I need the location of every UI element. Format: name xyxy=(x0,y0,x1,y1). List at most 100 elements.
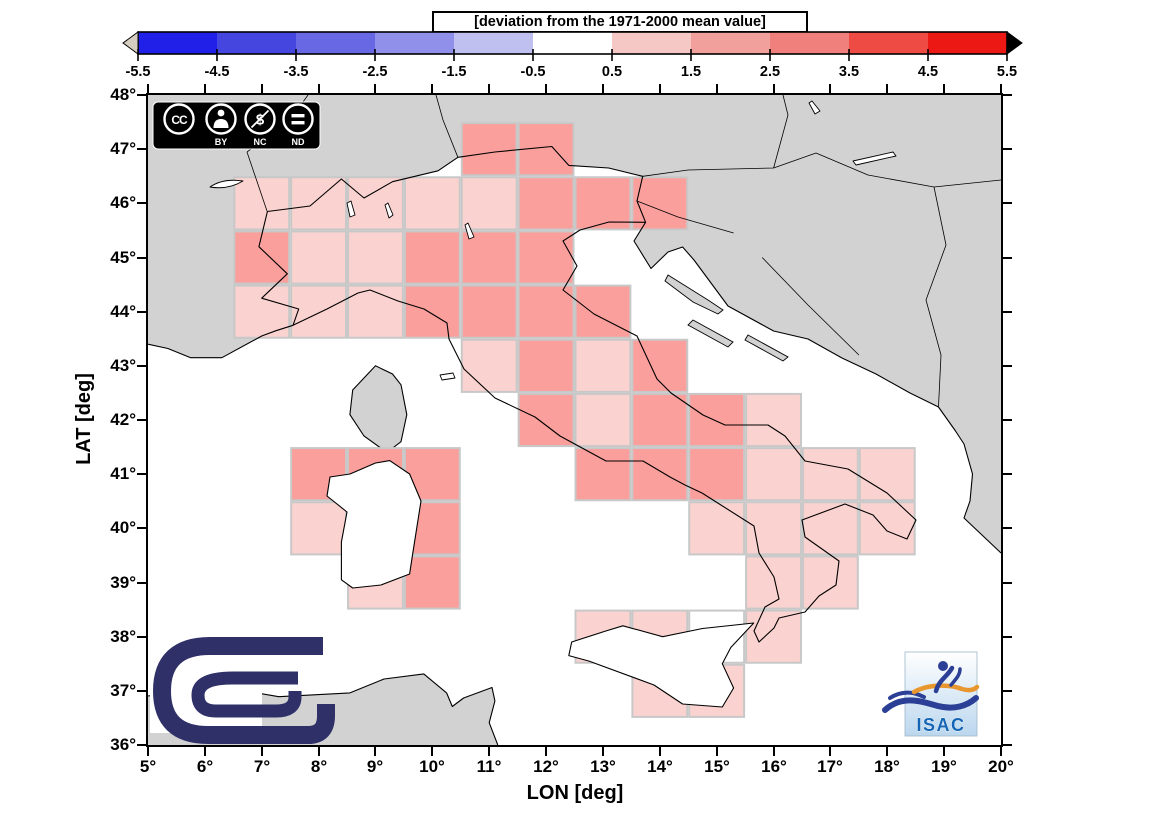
y-tick-label: 36° xyxy=(110,735,136,754)
x-axis-tick-top xyxy=(773,84,775,93)
colorbar-segment xyxy=(217,32,296,54)
x-tick-label: 11° xyxy=(476,757,502,776)
lake-maggiore xyxy=(346,200,356,218)
grid-cell xyxy=(576,286,630,337)
y-axis-tick xyxy=(137,365,146,367)
x-axis-title: LON [deg] xyxy=(526,782,624,804)
colorbar-segment xyxy=(691,32,770,54)
croatian-island xyxy=(687,319,734,348)
y-axis-tick-right xyxy=(1003,94,1012,96)
y-tick-label: 45° xyxy=(110,248,136,267)
grid-cell xyxy=(860,449,914,500)
grid-cell xyxy=(405,178,459,229)
coast-africa xyxy=(147,673,499,746)
equals-bar xyxy=(291,114,305,118)
grid-cell xyxy=(405,232,459,283)
cnr-inner-ring xyxy=(191,671,302,718)
x-tick-label: 10° xyxy=(419,757,445,776)
cnr-outer-ring xyxy=(152,637,335,744)
y-tick-label: 40° xyxy=(110,518,136,537)
x-axis-tick xyxy=(488,747,490,756)
coast-sardinia xyxy=(326,460,422,589)
y-axis-tick xyxy=(137,94,146,96)
x-axis-tick xyxy=(318,747,320,756)
colorbar-tick-label: -2.5 xyxy=(363,64,388,80)
land-europe xyxy=(148,95,1001,553)
grid-cell xyxy=(292,178,346,229)
x-tick-label: 9° xyxy=(366,757,384,776)
y-tick-label: 43° xyxy=(110,356,136,375)
grid-cell xyxy=(462,340,516,391)
lake-neusiedl xyxy=(808,100,821,115)
x-axis-tick xyxy=(261,747,263,756)
colorbar-tick-label: -0.5 xyxy=(521,64,546,80)
isac-logo-label: ISAC xyxy=(916,715,965,735)
map-frame: CC $ BY NC ND xyxy=(146,93,1003,747)
x-tick-label: 19° xyxy=(931,757,957,776)
cc-nd-label: ND xyxy=(292,137,305,147)
x-tick-label: 13° xyxy=(590,757,616,776)
grid-cell xyxy=(235,178,289,229)
y-tick-label: 47° xyxy=(110,139,136,158)
grid-cell xyxy=(803,449,857,500)
y-axis-tick-right xyxy=(1003,311,1012,313)
x-tick-label: 7° xyxy=(253,757,271,776)
coast-italy xyxy=(292,221,917,643)
y-axis-tick-right xyxy=(1003,257,1012,259)
cc-icon-label: CC xyxy=(171,113,188,127)
grid-cell xyxy=(633,449,687,500)
grid-cell xyxy=(633,340,687,391)
x-axis-tick-top xyxy=(318,84,320,93)
isac-wave-blue-small xyxy=(888,690,926,700)
grid-cell xyxy=(462,124,516,175)
x-axis-tick-top xyxy=(147,84,149,93)
y-tick-label: 39° xyxy=(110,573,136,592)
grid-cell xyxy=(349,178,402,229)
x-tick-label: 8° xyxy=(310,757,328,776)
colorbar-segment xyxy=(296,32,375,54)
colorbar-tick-label: 5.5 xyxy=(997,64,1017,80)
isac-figure-arm xyxy=(949,667,962,687)
x-axis-tick-top xyxy=(659,84,661,93)
isac-wave-orange xyxy=(911,683,980,695)
y-axis-tick xyxy=(137,311,146,313)
x-tick-label: 6° xyxy=(196,757,214,776)
coastlines xyxy=(147,94,1002,746)
person-icon-body xyxy=(213,119,229,128)
person-icon xyxy=(205,103,237,135)
isac-wave-blue xyxy=(882,695,979,713)
x-axis-tick xyxy=(374,747,376,756)
y-axis-tick xyxy=(137,744,146,746)
x-axis-tick xyxy=(943,747,945,756)
y-tick-label: 44° xyxy=(110,302,136,321)
x-axis-tick-top xyxy=(204,84,206,93)
grid-cell xyxy=(860,503,914,554)
colorbar-segment xyxy=(533,32,612,54)
grid-cell xyxy=(803,557,857,608)
colorbar-tick-label: -4.5 xyxy=(205,64,230,80)
grid-cell xyxy=(747,394,800,446)
grid-cell xyxy=(462,232,516,283)
colorbar: -5.5 -4.5 -3.5 -2.5 -1.5 -0.5 0.5 1.5 2.5 3.5 4.5 5… xyxy=(122,31,1023,80)
grid-cell xyxy=(292,503,346,554)
isac-figure-body xyxy=(933,665,955,694)
grid-cell xyxy=(576,394,630,446)
grid-cell xyxy=(292,232,346,283)
y-axis-tick xyxy=(137,419,146,421)
x-tick-label: 5° xyxy=(139,757,157,776)
anomaly-cells-layer xyxy=(233,122,916,718)
y-axis-tick-right xyxy=(1003,527,1012,529)
y-axis-tick-right xyxy=(1003,365,1012,367)
x-tick-label: 18° xyxy=(874,757,900,776)
lake-geneva xyxy=(209,179,244,189)
x-axis-tick-top xyxy=(545,84,547,93)
colorbar-left-arrow-icon xyxy=(122,31,139,55)
y-axis-tick xyxy=(137,636,146,638)
x-axis-tick xyxy=(886,747,888,756)
grid-cell xyxy=(747,503,800,554)
croatian-island xyxy=(744,334,789,362)
y-axis-tick-right xyxy=(1003,202,1012,204)
grid-cell xyxy=(462,286,516,337)
y-axis-title: LAT [deg] xyxy=(73,373,95,465)
x-axis-tick xyxy=(431,747,433,756)
